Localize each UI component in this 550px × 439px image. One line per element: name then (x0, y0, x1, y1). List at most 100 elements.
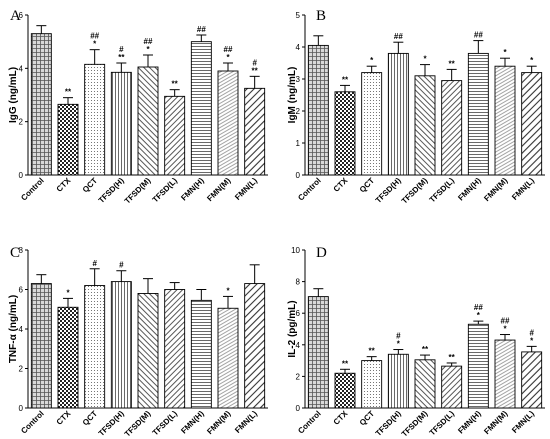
x-tick-label: TFSD(H) (97, 176, 126, 205)
y-tick-label: 0 (19, 404, 24, 413)
bar-fmn-l (244, 87, 266, 176)
significance-mark: ## (90, 32, 99, 41)
x-tick-label: FMN(H) (456, 409, 483, 436)
significance-mark: * (226, 286, 230, 295)
significance-mark: ** (172, 80, 179, 89)
bar-tfsd-h (387, 52, 409, 176)
bar-ctx (57, 306, 79, 409)
bar-fmn-l (521, 351, 543, 409)
significance-mark: ## (144, 37, 153, 46)
x-tick-label: TFSD(M) (400, 176, 430, 206)
bar-fmn-m (217, 307, 239, 409)
y-axis-label: IgG (ng/mL) (8, 67, 19, 123)
bar-qct (84, 63, 106, 176)
significance-mark: ** (342, 359, 349, 368)
x-tick-label: CTX (332, 409, 350, 427)
bar-control (307, 296, 329, 409)
y-tick-label: 3 (296, 75, 301, 84)
x-tick-label: CTX (55, 409, 73, 427)
bar-tfsd-l (441, 365, 463, 409)
bar-qct (361, 72, 383, 176)
x-tick-label: TFSD(H) (97, 409, 126, 438)
panel-c: C TNF-α (ng/mL) 0 2 4 6 8 Control * CTX # QCT # TFSD(… (8, 245, 268, 439)
significance-mark: * (93, 40, 97, 49)
bar-ctx (334, 372, 356, 409)
y-tick-label: 4 (19, 325, 24, 334)
y-axis-label: IgM (ng/mL) (287, 67, 298, 124)
significance-mark: # (252, 58, 257, 67)
x-tick-label: FMN(L) (233, 409, 259, 435)
significance-mark: # (119, 261, 124, 270)
x-tick-label: FMN(M) (482, 409, 509, 436)
y-tick-label: 6 (19, 11, 24, 20)
x-tick-label: FMN(M) (482, 176, 509, 203)
x-tick-label: Control (296, 176, 322, 202)
bar-tfsd-m (414, 359, 436, 409)
y-axis-label: IL-2 (pg/mL) (287, 300, 298, 357)
y-tick-label: 6 (19, 286, 24, 295)
y-tick-label: 5 (296, 11, 301, 20)
significance-mark: ** (118, 53, 125, 62)
y-tick-label: 2 (296, 372, 301, 381)
x-tick-label: FMN(L) (510, 176, 536, 202)
x-tick-label: FMN(H) (179, 409, 206, 436)
bar-control (307, 44, 329, 176)
bar-tfsd-h (387, 353, 409, 409)
bar-control (30, 283, 52, 409)
y-tick-label: 0 (296, 404, 301, 413)
significance-mark: * (503, 325, 507, 334)
y-axis-label: TNF-α (ng/mL) (8, 295, 19, 363)
significance-mark: ** (449, 59, 456, 68)
bar-qct (84, 285, 106, 409)
x-tick-label: QCT (358, 176, 376, 194)
significance-mark: * (503, 48, 507, 57)
panel-title: C (10, 245, 20, 261)
y-tick-label: 4 (296, 43, 301, 52)
x-tick-label: TFSD(M) (123, 409, 153, 439)
significance-mark: * (146, 45, 150, 54)
significance-mark: # (119, 45, 124, 54)
y-tick-label: 2 (296, 107, 301, 116)
bar-tfsd-l (441, 80, 463, 176)
x-tick-label: CTX (55, 176, 73, 194)
bar-tfsd-m (137, 66, 159, 176)
bar-qct (361, 360, 383, 409)
bar-fmn-h (190, 41, 212, 176)
significance-mark: ## (474, 303, 483, 312)
y-tick-label: 8 (296, 278, 301, 287)
bar-tfsd-m (137, 293, 159, 409)
significance-mark: ** (65, 88, 72, 97)
x-tick-label: Control (296, 409, 322, 435)
x-tick-label: TFSD(H) (374, 176, 403, 205)
bar-ctx (334, 91, 356, 176)
y-tick-label: 4 (19, 64, 24, 73)
x-tick-label: FMN(L) (510, 409, 536, 435)
x-tick-label: TFSD(L) (428, 176, 457, 205)
significance-mark: ## (394, 32, 403, 41)
y-tick-label: 0 (19, 171, 24, 180)
y-tick-label: 2 (19, 118, 24, 127)
x-tick-label: Control (19, 409, 45, 435)
x-tick-label: QCT (81, 176, 99, 194)
significance-mark: # (396, 332, 401, 341)
significance-mark: # (92, 259, 97, 268)
bar-fmn-l (244, 283, 266, 409)
x-tick-label: TFSD(L) (151, 176, 180, 205)
bar-fmn-m (494, 339, 516, 409)
significance-mark: * (397, 340, 401, 349)
x-tick-label: TFSD(H) (374, 409, 403, 438)
panel-d: DIL-2 (pg/mL)0246810Control**CTX**QCT*#T… (287, 245, 545, 439)
significance-mark: * (370, 56, 374, 65)
x-tick-label: TFSD(M) (400, 409, 430, 439)
panel-title: D (316, 245, 327, 261)
significance-mark: * (530, 56, 534, 65)
bar-ctx (57, 103, 79, 176)
x-tick-label: QCT (358, 409, 376, 427)
bar-tfsd-m (414, 75, 436, 176)
y-tick-label: 2 (19, 365, 24, 374)
x-tick-label: FMN(H) (179, 176, 206, 203)
x-tick-label: FMN(M) (205, 409, 232, 436)
